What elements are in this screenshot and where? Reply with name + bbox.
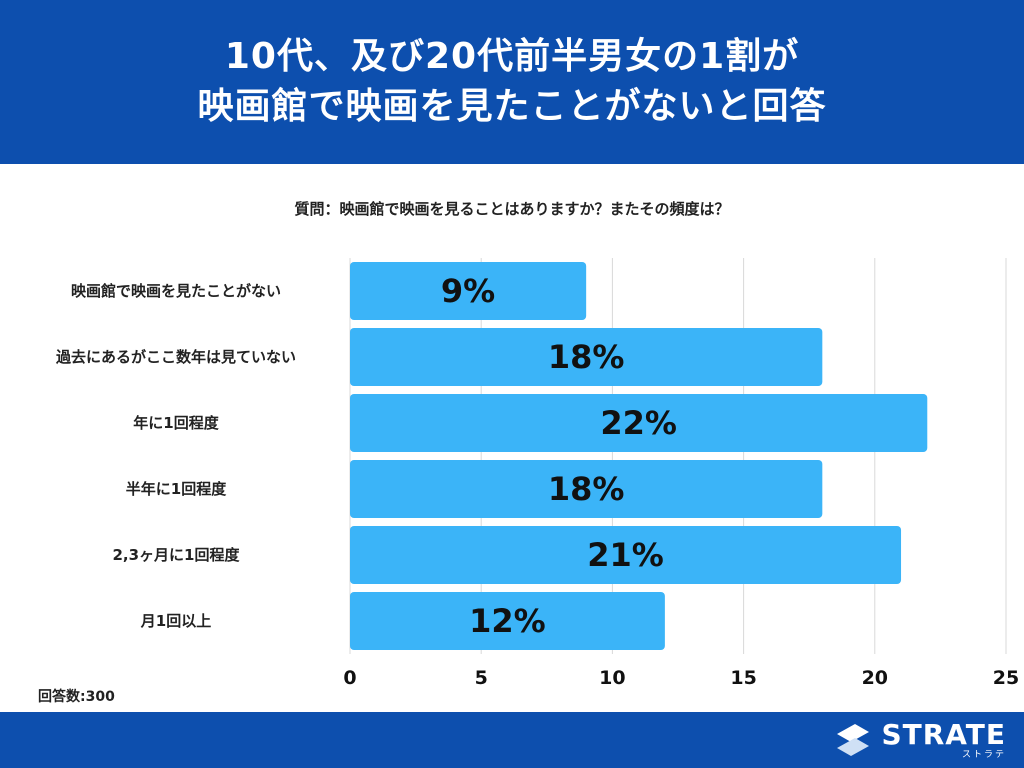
- bar-4: [350, 460, 823, 518]
- brand-name: STRATE: [881, 718, 1006, 751]
- data-label-5: 21%: [587, 536, 664, 574]
- category-label-5: 2,3ヶ月に1回程度: [112, 546, 240, 564]
- x-tick-label-15: 15: [730, 667, 756, 689]
- brand-kana: ストラテ: [961, 750, 1006, 760]
- category-label-2: 過去にあるがここ数年は見ていない: [55, 348, 296, 366]
- respondent-count: 回答数:300: [38, 689, 115, 705]
- data-label-3: 22%: [600, 404, 677, 442]
- bar-1: [350, 262, 587, 320]
- survey-question: 質問：映画館で映画を見ることはありますか？またその頻度は？: [294, 200, 730, 218]
- bar-6: [350, 592, 665, 650]
- x-tick-label-20: 20: [862, 667, 888, 689]
- footer-bar: STRATE ストラテ: [0, 712, 1024, 768]
- x-tick-label-0: 0: [343, 667, 356, 689]
- data-label-4: 18%: [548, 470, 625, 508]
- bar-2: [350, 328, 823, 386]
- data-label-6: 12%: [469, 602, 546, 640]
- category-label-1: 映画館で映画を見たことがない: [71, 282, 281, 300]
- x-tick-label-5: 5: [475, 667, 488, 689]
- bar-3: [350, 394, 928, 452]
- title-line-1: 10代、及び20代前半男女の1割が: [224, 36, 800, 77]
- category-label-4: 半年に1回程度: [126, 480, 227, 498]
- bar-5: [350, 526, 902, 584]
- bar-chart: 0 5 10 15 20 25 映画館で映画を見たことがない 9% 過去にあるがここ数年は見てい…: [55, 258, 1019, 689]
- x-tick-label-25: 25: [993, 667, 1019, 689]
- header-banner: 10代、及び20代前半男女の1割が 映画館で映画を見たことがないと回答: [0, 0, 1024, 164]
- category-label-6: 月1回以上: [140, 612, 211, 630]
- strate-logo-icon: [837, 724, 870, 756]
- category-label-3: 年に1回程度: [133, 414, 219, 432]
- strate-logo: STRATE ストラテ: [833, 718, 1006, 762]
- data-label-2: 18%: [548, 338, 625, 376]
- data-label-1: 9%: [441, 272, 495, 310]
- x-tick-label-10: 10: [599, 667, 625, 689]
- title-line-2: 映画館で映画を見たことがないと回答: [197, 86, 827, 127]
